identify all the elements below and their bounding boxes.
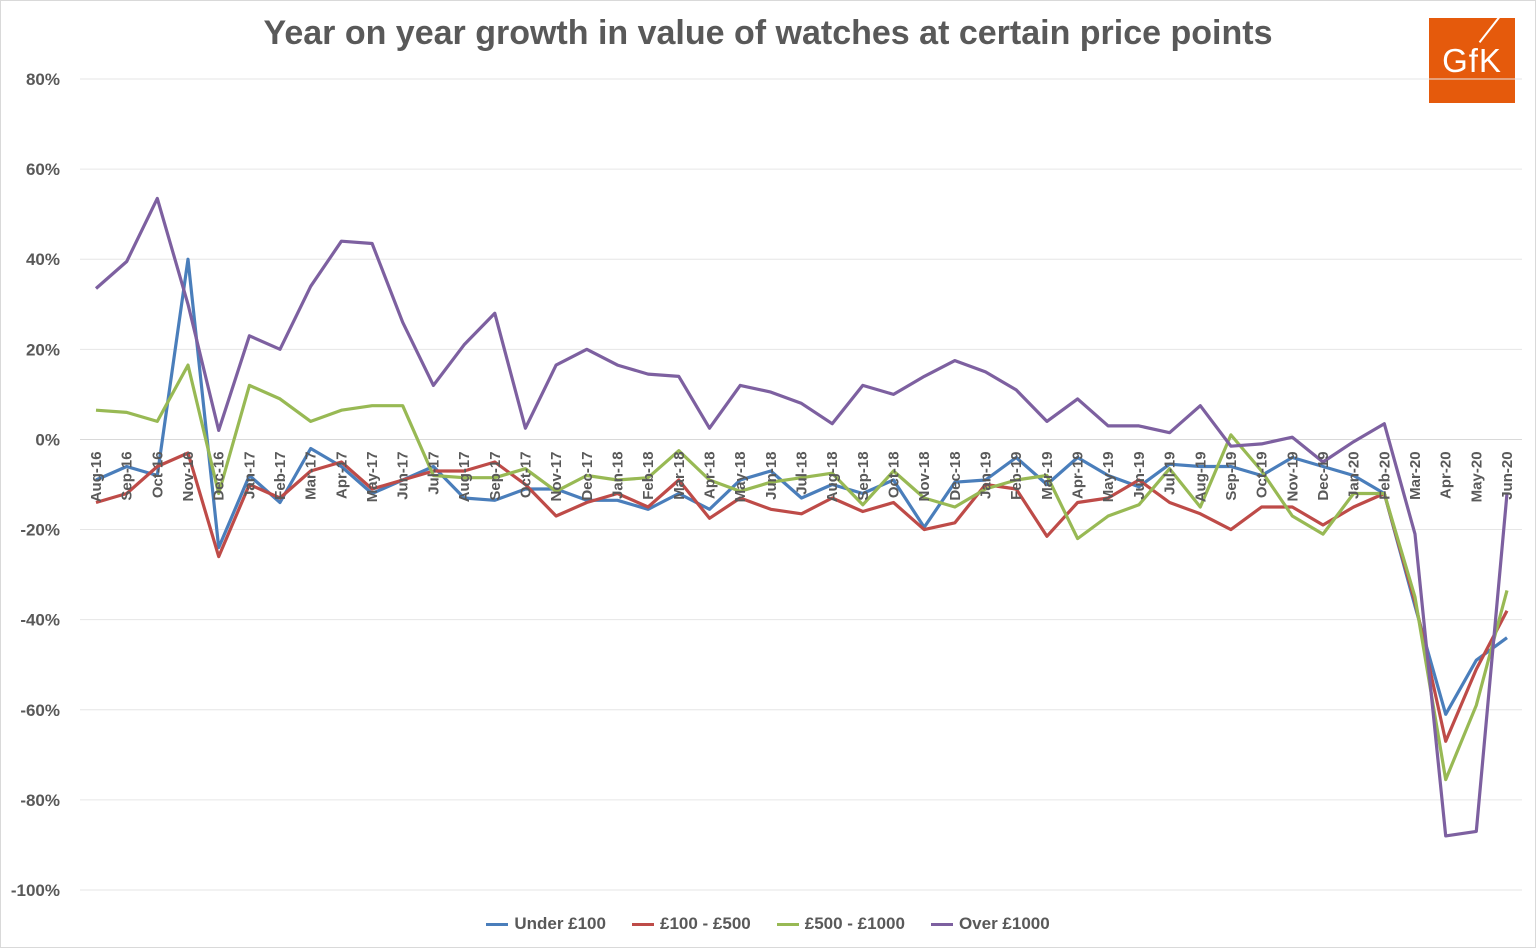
x-axis-ticks: Aug-16 Sep-16 Oct-16 Nov-16 Dec-16 Jan-17 Feb-… bbox=[88, 451, 1516, 502]
series-line-4 bbox=[94, 196, 1509, 838]
x-tick-label: Jul-19 bbox=[1162, 451, 1179, 494]
x-tick-label: Apr-17 bbox=[333, 451, 350, 499]
series-layer bbox=[94, 196, 1509, 838]
x-tick-label: Mar-18 bbox=[671, 451, 688, 499]
x-tick-label: Aug-18 bbox=[824, 451, 841, 502]
x-tick-label: Jun-18 bbox=[763, 451, 780, 499]
x-tick-label: Oct-16 bbox=[149, 451, 166, 498]
x-tick-label: Jul-18 bbox=[794, 451, 811, 494]
y-tick-label: -40% bbox=[20, 611, 60, 630]
y-tick-label: -60% bbox=[20, 701, 60, 720]
x-tick-label: Aug-16 bbox=[88, 451, 105, 502]
y-tick-label: 80% bbox=[26, 70, 60, 89]
legend-label: £100 - £500 bbox=[659, 914, 751, 933]
x-tick-label: Feb-18 bbox=[640, 451, 657, 499]
x-tick-label: Sep-16 bbox=[119, 451, 136, 500]
x-tick-label: Apr-20 bbox=[1438, 451, 1455, 499]
x-tick-label: Jan-20 bbox=[1346, 451, 1363, 499]
x-tick-label: May-18 bbox=[732, 451, 749, 502]
x-tick-label: Oct-17 bbox=[517, 451, 534, 498]
x-tick-label: May-17 bbox=[364, 451, 381, 502]
gfk-logo: GfK bbox=[1429, 14, 1515, 103]
x-tick-label: Mar-17 bbox=[303, 451, 320, 499]
x-tick-label: Sep-18 bbox=[855, 451, 872, 500]
legend-item: £500 - £1000 bbox=[776, 914, 905, 934]
x-tick-label: Jul-17 bbox=[425, 451, 442, 494]
legend-label: £500 - £1000 bbox=[804, 914, 905, 933]
x-tick-label: Jan-17 bbox=[241, 451, 258, 499]
series-line-3 bbox=[95, 363, 1509, 782]
series-line-1 bbox=[95, 257, 1508, 716]
legend-label: Over £1000 bbox=[958, 914, 1050, 933]
x-tick-label: Nov-16 bbox=[180, 451, 197, 501]
x-tick-label: Aug-17 bbox=[456, 451, 473, 502]
x-tick-label: Jan-18 bbox=[609, 451, 626, 499]
x-tick-label: Mar-19 bbox=[1039, 451, 1056, 499]
y-tick-label: 60% bbox=[26, 160, 60, 179]
x-tick-label: Feb-19 bbox=[1008, 451, 1025, 499]
x-tick-label: Dec-16 bbox=[211, 451, 228, 500]
x-tick-label: Dec-19 bbox=[1315, 451, 1332, 500]
x-tick-label: Feb-20 bbox=[1376, 451, 1393, 499]
x-tick-label: Jun-17 bbox=[395, 451, 412, 499]
x-tick-label: Dec-18 bbox=[947, 451, 964, 500]
x-tick-label: Nov-18 bbox=[916, 451, 933, 501]
legend-swatch bbox=[930, 922, 953, 926]
legend-swatch bbox=[776, 922, 799, 926]
x-tick-label: Apr-18 bbox=[701, 451, 718, 499]
legend-swatch bbox=[486, 922, 509, 926]
legend-item: £100 - £500 bbox=[631, 914, 751, 934]
y-axis-ticks: 80% 60% 40% 20% 0% -20% -40% -60% -80% -100% bbox=[11, 70, 60, 900]
x-tick-label: Nov-17 bbox=[548, 451, 565, 501]
y-tick-label: -100% bbox=[11, 881, 60, 900]
x-tick-label: Mar-20 bbox=[1407, 451, 1424, 499]
x-tick-label: May-19 bbox=[1100, 451, 1117, 502]
chart-title: Year on year growth in value of watches … bbox=[263, 14, 1273, 52]
y-tick-label: 0% bbox=[35, 430, 60, 449]
legend-item: Over £1000 bbox=[930, 914, 1050, 934]
x-tick-label: Nov-19 bbox=[1284, 451, 1301, 501]
x-tick-label: Oct-18 bbox=[886, 451, 903, 498]
y-tick-label: -20% bbox=[20, 521, 60, 540]
x-tick-label: Feb-17 bbox=[272, 451, 289, 499]
x-tick-label: Apr-19 bbox=[1070, 451, 1087, 499]
legend-swatch bbox=[631, 922, 654, 926]
x-tick-label: Sep-17 bbox=[487, 451, 504, 500]
y-tick-label: 40% bbox=[26, 250, 60, 269]
legend-item: Under £100 bbox=[486, 914, 606, 934]
x-tick-label: Aug-19 bbox=[1192, 451, 1209, 502]
x-tick-label: Oct-19 bbox=[1254, 451, 1271, 498]
x-tick-label: Sep-19 bbox=[1223, 451, 1240, 500]
legend: Under £100 £100 - £500 £500 - £1000 Over £1… bbox=[0, 914, 1536, 934]
y-tick-label: 20% bbox=[26, 340, 60, 359]
legend-label: Under £100 bbox=[514, 914, 606, 933]
x-tick-label: Jun-19 bbox=[1131, 451, 1148, 499]
x-tick-label: May-20 bbox=[1468, 451, 1485, 502]
x-tick-label: Jun-20 bbox=[1499, 451, 1516, 499]
series-line-2 bbox=[95, 451, 1509, 743]
y-tick-label: -80% bbox=[20, 791, 60, 810]
x-tick-label: Dec-17 bbox=[579, 451, 596, 500]
x-tick-label: Jan-19 bbox=[978, 451, 995, 499]
